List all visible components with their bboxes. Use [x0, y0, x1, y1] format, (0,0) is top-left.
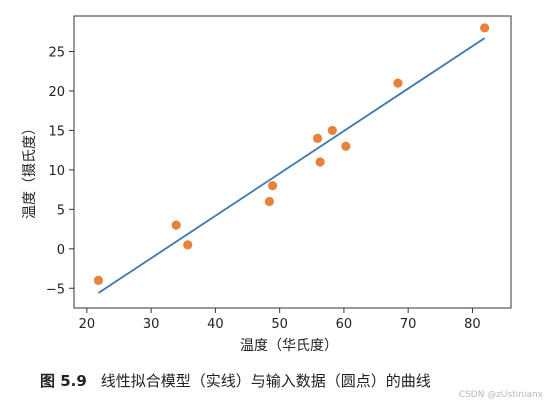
plot-frame — [73, 15, 512, 309]
y-tick-label: 15 — [48, 124, 65, 139]
x-tick-label: 60 — [336, 317, 353, 332]
caption-text: 线性拟合模型（实线）与输入数据（圆点）的曲线 — [100, 372, 431, 390]
data-series — [93, 23, 490, 294]
x-tick-label: 20 — [79, 317, 96, 332]
temperature-chart: −5 0 5 10 15 20 25 20 30 40 50 60 70 80 温度（华氏度） 温度（摄… — [22, 15, 512, 354]
data-point — [171, 220, 181, 230]
x-axis-title: 温度（华氏度） — [240, 338, 338, 354]
data-point — [341, 141, 351, 151]
y-tick-label: 20 — [48, 85, 65, 100]
data-point — [480, 23, 490, 33]
y-tick-label: 5 — [57, 203, 65, 218]
x-axis: 20 30 40 50 60 70 80 — [79, 308, 481, 332]
fit-line — [97, 37, 486, 294]
data-point — [183, 240, 193, 250]
y-tick-label: 25 — [48, 46, 65, 61]
data-point — [327, 125, 337, 136]
x-tick-label: 50 — [271, 317, 288, 332]
y-tick-label: 10 — [48, 164, 65, 179]
data-point — [267, 181, 278, 191]
data-point — [393, 78, 403, 88]
x-tick-label: 40 — [207, 317, 224, 332]
figure-caption: 图 5.9 线性拟合模型（实线）与输入数据（圆点）的曲线 — [40, 370, 431, 391]
y-tick-label: 0 — [57, 243, 65, 258]
x-tick-label: 70 — [400, 317, 417, 332]
x-tick-label: 80 — [464, 317, 481, 332]
figure-number: 图 5.9 — [40, 372, 87, 390]
y-axis-title: 温度（摄氏度） — [22, 121, 38, 219]
data-point — [315, 157, 325, 167]
y-tick-label: −5 — [46, 282, 65, 297]
data-point — [312, 133, 323, 143]
y-axis: −5 0 5 10 15 20 25 — [46, 46, 74, 297]
data-point — [93, 275, 104, 285]
data-point — [264, 196, 274, 207]
watermark: CSDN @zUstinianx — [458, 390, 543, 400]
x-tick-label: 30 — [143, 317, 160, 332]
